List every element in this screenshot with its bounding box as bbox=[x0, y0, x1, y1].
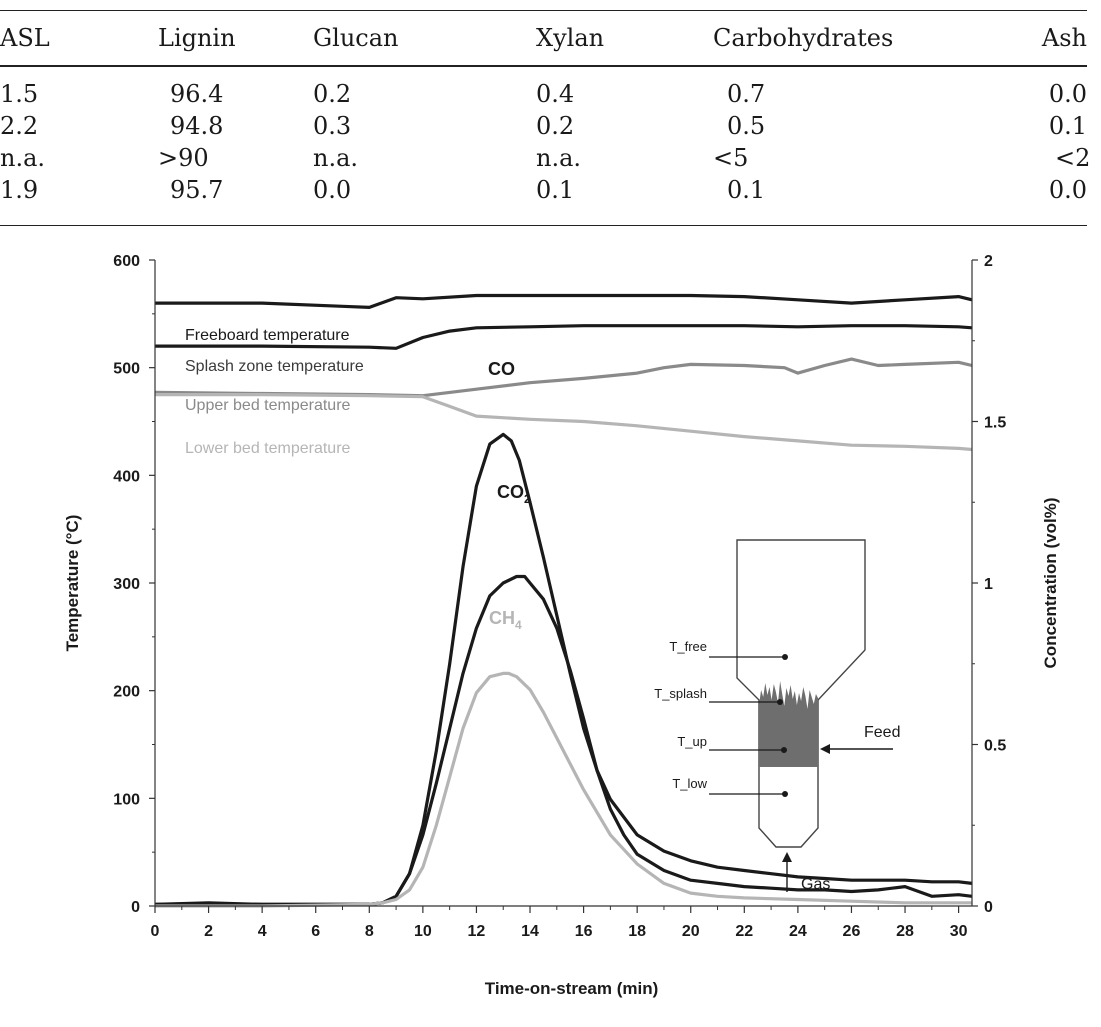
ch4-curve bbox=[155, 671, 972, 908]
table-cell: 0.5 bbox=[727, 112, 766, 140]
table-cell: 2.2 bbox=[0, 112, 39, 140]
reactor-sensor-dot bbox=[782, 654, 788, 660]
y-tick-label: 100 bbox=[113, 791, 140, 808]
table-cell: >90 bbox=[158, 144, 209, 172]
y2-tick-label: 0.5 bbox=[984, 738, 1006, 755]
x-tick-label: 2 bbox=[204, 923, 213, 940]
reactor-label-t-low: T_low bbox=[672, 776, 707, 791]
table-bottom-rule bbox=[0, 225, 1087, 226]
table-cell: 0.0 bbox=[1048, 80, 1087, 108]
table-header-cell: Xylan bbox=[536, 24, 605, 52]
y-axis-title: Temperature (°C) bbox=[63, 515, 82, 652]
y-tick-label: 500 bbox=[113, 361, 140, 378]
co2-label-main: CO bbox=[497, 482, 524, 502]
table-cell: 94.8 bbox=[170, 112, 224, 140]
table-cell: <5 bbox=[713, 144, 749, 172]
x-tick-label: 4 bbox=[258, 923, 267, 940]
x-tick-label: 8 bbox=[365, 923, 374, 940]
table-cell: 1.5 bbox=[0, 80, 39, 108]
ch4-curve-label: CH4 bbox=[489, 608, 522, 632]
freeboard-temperature-label: Freeboard temperature bbox=[185, 327, 350, 344]
x-tick-label: 10 bbox=[414, 923, 432, 940]
x-tick-label: 20 bbox=[682, 923, 700, 940]
splash-zone-temperature-label: Splash zone temperature bbox=[185, 358, 364, 375]
ch4-label-main: CH bbox=[489, 608, 515, 628]
table-header-cell: Lignin bbox=[158, 24, 236, 52]
ch4-label-subscript: 4 bbox=[515, 618, 522, 632]
reactor-label-t-up: T_up bbox=[677, 734, 707, 749]
x-tick-label: 0 bbox=[151, 923, 160, 940]
table-header-cell: Carbohydrates bbox=[713, 24, 894, 52]
y2-axis-title: Concentration (vol%) bbox=[1041, 498, 1060, 669]
table-cell: 0.2 bbox=[313, 80, 352, 108]
co2-curve-label: CO2 bbox=[497, 482, 531, 506]
table-cell: 1.9 bbox=[0, 176, 39, 204]
table-cell: 0.3 bbox=[313, 112, 352, 140]
table-cell: n.a. bbox=[313, 144, 359, 172]
table-header-rule bbox=[0, 65, 1087, 67]
reactor-sensor-dot bbox=[781, 747, 787, 753]
splash-zone-temperature-line bbox=[155, 324, 973, 350]
table-cell: n.a. bbox=[536, 144, 582, 172]
y-tick-label: 0 bbox=[131, 899, 140, 916]
upper-bed-temperature-label: Upper bed temperature bbox=[185, 397, 351, 414]
x-tick-label: 6 bbox=[311, 923, 320, 940]
x-tick-label: 28 bbox=[896, 923, 914, 940]
feed-arrow-head bbox=[820, 744, 830, 754]
y2-tick-label: 2 bbox=[984, 253, 993, 270]
x-tick-label: 16 bbox=[575, 923, 593, 940]
table-cell: 0.1 bbox=[727, 176, 766, 204]
x-axis-title: Time-on-stream (min) bbox=[485, 979, 659, 998]
lower-bed-temperature-label: Lower bed temperature bbox=[185, 440, 351, 457]
gas-arrow-head bbox=[782, 852, 792, 862]
co2-curve bbox=[155, 574, 973, 907]
table-cell: 0.0 bbox=[1048, 176, 1087, 204]
reactor-sensor-dot bbox=[777, 699, 783, 705]
plot-area bbox=[155, 260, 972, 906]
table-header-cell: Ash bbox=[1041, 24, 1087, 52]
y-tick-label: 200 bbox=[113, 684, 140, 701]
y-tick-label: 400 bbox=[113, 468, 140, 485]
table-cell: 0.7 bbox=[727, 80, 766, 108]
table-header-cell: ASL bbox=[0, 24, 50, 52]
table-header-cell: Glucan bbox=[313, 24, 399, 52]
reactor-bed bbox=[759, 710, 818, 767]
table-cell: 0.0 bbox=[313, 176, 352, 204]
x-tick-label: 18 bbox=[628, 923, 646, 940]
x-tick-label: 22 bbox=[735, 923, 753, 940]
x-tick-label: 30 bbox=[950, 923, 968, 940]
x-tick-label: 12 bbox=[468, 923, 486, 940]
table-cell: 0.2 bbox=[536, 112, 575, 140]
lower-bed-temperature-line bbox=[155, 393, 973, 452]
table-cell: 95.7 bbox=[170, 176, 224, 204]
x-tick-label: 14 bbox=[521, 923, 539, 940]
y2-tick-label: 1.5 bbox=[984, 415, 1006, 432]
composition-table: ASL Lignin Glucan Xylan Carbohydrates Ash 1.5 9… bbox=[0, 0, 1101, 230]
table-cell: 0.1 bbox=[1048, 112, 1087, 140]
y2-tick-label: 1 bbox=[984, 576, 993, 593]
x-tick-label: 26 bbox=[843, 923, 861, 940]
gasification-chart: 0 2 4 6 8 10 12 14 16 18 20 22 24 26 28 300100200300400… bbox=[63, 253, 1060, 998]
table-cell: 0.4 bbox=[536, 80, 575, 108]
y-tick-label: 300 bbox=[113, 576, 140, 593]
table-top-rule bbox=[0, 10, 1087, 11]
reactor-sensor-dot bbox=[782, 791, 788, 797]
co2-label-subscript: 2 bbox=[524, 492, 531, 506]
table-cell: n.a. bbox=[0, 144, 46, 172]
reactor-label-t-splash: T_splash bbox=[654, 686, 707, 701]
gas-label: Gas bbox=[801, 876, 830, 893]
co-curve-label: CO bbox=[488, 359, 515, 379]
table-cell: 96.4 bbox=[170, 80, 224, 108]
table-cell: 0.1 bbox=[536, 176, 575, 204]
reactor-label-t-free: T_free bbox=[669, 639, 707, 654]
y-tick-label: 600 bbox=[113, 253, 140, 270]
reactor-vessel bbox=[736, 539, 866, 848]
table-cell: <2 bbox=[1055, 144, 1091, 172]
x-tick-label: 24 bbox=[789, 923, 807, 940]
y2-tick-label: 0 bbox=[984, 899, 993, 916]
feed-label: Feed bbox=[864, 724, 900, 741]
freeboard-temperature-line bbox=[155, 293, 973, 310]
